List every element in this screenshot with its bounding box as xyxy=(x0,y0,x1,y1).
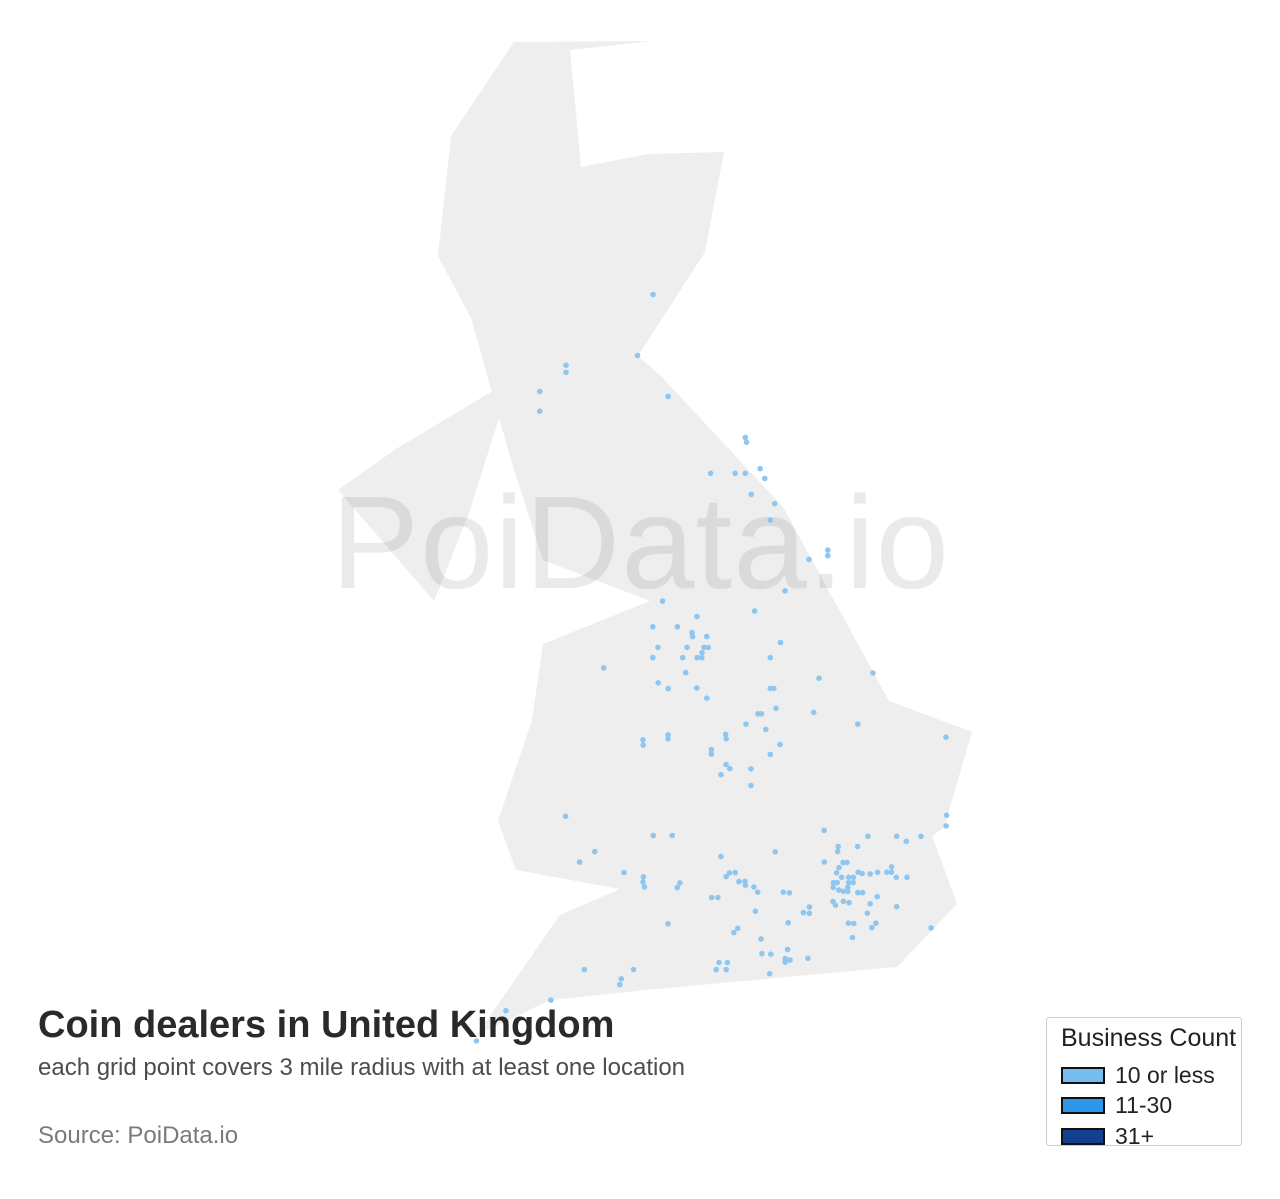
svg-text:PoiData.io: PoiData.io xyxy=(331,469,950,616)
